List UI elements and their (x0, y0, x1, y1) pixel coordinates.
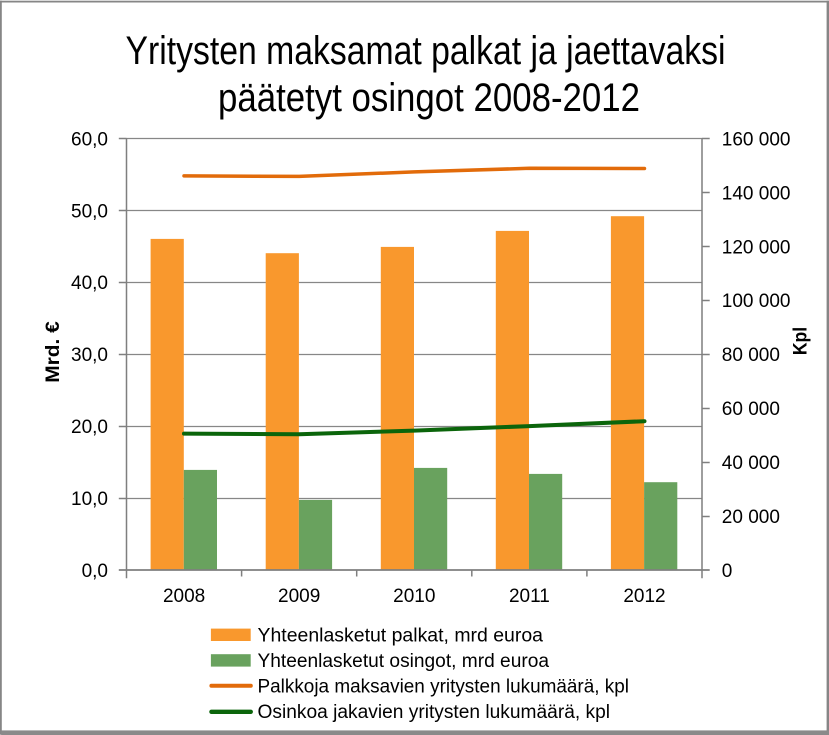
svg-text:60,0: 60,0 (71, 129, 108, 150)
svg-text:Palkkoja maksavien yritysten l: Palkkoja maksavien yritysten lukumäärä, … (258, 676, 630, 697)
svg-text:40 000: 40 000 (722, 453, 780, 474)
svg-text:Yhteenlasketut osingot, mrd eu: Yhteenlasketut osingot, mrd euroa (258, 651, 550, 672)
svg-text:Mrd. €: Mrd. € (43, 321, 64, 383)
svg-text:10,0: 10,0 (71, 489, 108, 510)
svg-text:20,0: 20,0 (71, 417, 108, 438)
svg-text:80 000: 80 000 (722, 345, 780, 366)
svg-text:2011: 2011 (509, 586, 550, 607)
svg-text:140 000: 140 000 (722, 183, 791, 204)
svg-text:50,0: 50,0 (71, 201, 108, 222)
svg-text:Osinkoa jakavien yritysten luk: Osinkoa jakavien yritysten lukumäärä, kp… (258, 702, 611, 723)
svg-text:2010: 2010 (393, 586, 435, 607)
svg-text:päätetyt osingot 2008-2012: päätetyt osingot 2008-2012 (218, 76, 640, 120)
svg-text:0: 0 (722, 561, 733, 582)
svg-text:20 000: 20 000 (722, 507, 780, 528)
svg-text:2008: 2008 (163, 586, 205, 607)
svg-text:30,0: 30,0 (71, 345, 108, 366)
svg-text:Yhteenlasketut palkat, mrd eu: Yhteenlasketut palkat, mrd euroa (258, 626, 544, 647)
svg-text:40,0: 40,0 (71, 273, 108, 294)
svg-text:2009: 2009 (278, 586, 320, 607)
svg-text:Kpl: Kpl (791, 327, 812, 355)
svg-text:2012: 2012 (623, 586, 665, 607)
svg-text:120 000: 120 000 (722, 237, 791, 258)
svg-text:Yritysten maksamat palkat ja j: Yritysten maksamat palkat ja jaettavaksi (126, 29, 726, 73)
svg-text:100 000: 100 000 (722, 291, 791, 312)
svg-text:160 000: 160 000 (722, 129, 791, 150)
svg-text:60 000: 60 000 (722, 399, 780, 420)
svg-text:0,0: 0,0 (82, 561, 108, 582)
